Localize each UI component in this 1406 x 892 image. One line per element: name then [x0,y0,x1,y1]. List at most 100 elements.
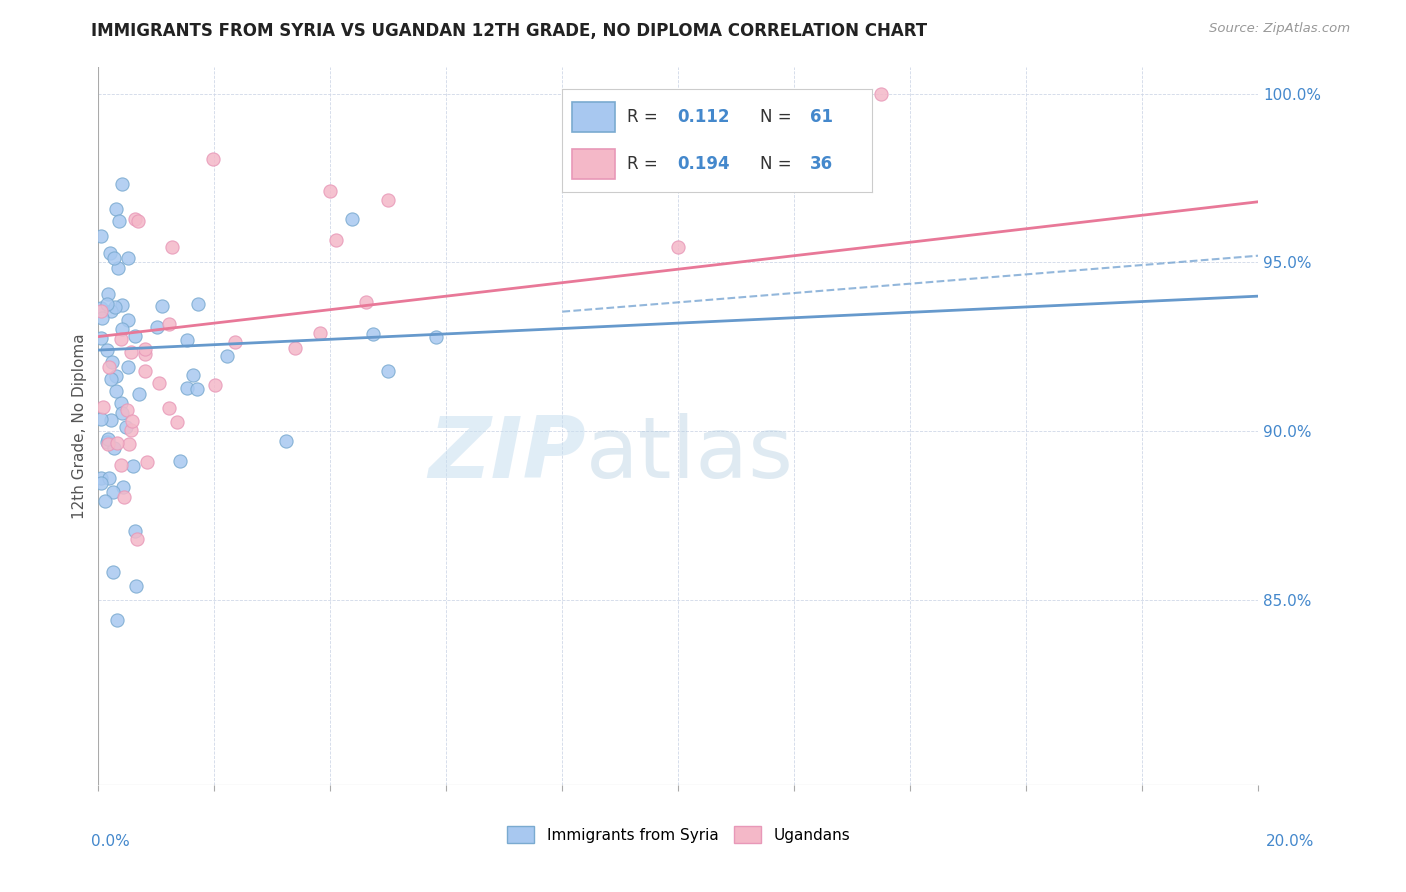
Text: ZIP: ZIP [427,413,585,496]
Point [127,214,149,228]
Point [150,299,173,313]
Point [103,252,125,266]
Point [101,566,124,580]
Point [117,359,139,374]
Point [117,313,139,327]
Point [160,240,183,254]
Text: 20.0%: 20.0% [1267,834,1315,849]
Point [128,387,150,401]
Point [90,301,112,315]
Point [112,490,135,504]
Point [134,347,156,361]
Point [100,413,122,427]
Point [121,458,143,473]
Text: IMMIGRANTS FROM SYRIA VS UGANDAN 12TH GRADE, NO DIPLOMA CORRELATION CHART: IMMIGRANTS FROM SYRIA VS UGANDAN 12TH GR… [91,22,928,40]
Point [125,533,148,547]
Point [136,455,159,469]
Point [377,364,399,378]
Point [114,419,136,434]
Point [104,384,127,398]
Point [97,432,120,446]
Point [121,414,143,428]
Point [111,322,134,336]
Point [100,372,122,386]
Point [284,341,307,355]
Legend: Immigrants from Syria, Ugandans: Immigrants from Syria, Ugandans [501,821,856,849]
Point [90,303,112,318]
Point [100,303,122,318]
Point [204,377,226,392]
Point [101,485,124,500]
Point [124,329,146,343]
Point [107,260,129,275]
Point [110,458,132,472]
Point [104,301,127,315]
Point [425,329,447,343]
Point [96,297,118,311]
Point [105,368,128,383]
Point [90,331,112,345]
Point [115,403,138,417]
Point [93,401,115,415]
Point [103,442,125,456]
Point [97,471,120,485]
Point [108,214,131,228]
Point [117,251,139,265]
Point [157,317,180,331]
Point [111,177,134,191]
Point [100,245,122,260]
Point [111,406,134,420]
Point [98,359,121,374]
Point [96,434,118,449]
Point [319,184,342,198]
Point [274,434,297,448]
Text: R =: R = [627,155,664,173]
Point [224,334,246,349]
Point [340,212,363,227]
Point [90,471,112,485]
Text: atlas: atlas [585,413,793,496]
Point [181,368,204,382]
Point [104,202,127,216]
Point [118,436,141,450]
Point [145,320,167,334]
Point [105,614,128,628]
Point [120,423,142,437]
Point [870,87,893,101]
Point [166,415,188,429]
Point [202,153,225,167]
Text: 36: 36 [810,155,832,173]
Point [111,298,134,312]
Point [90,475,112,490]
Point [186,382,208,396]
Point [97,437,120,451]
Text: R =: R = [627,108,664,126]
Point [110,395,132,409]
Text: N =: N = [761,155,797,173]
Point [125,579,148,593]
Text: 0.0%: 0.0% [91,834,131,849]
Point [325,233,347,247]
Point [638,142,661,156]
FancyBboxPatch shape [572,149,614,179]
Point [90,228,112,243]
Point [90,310,112,325]
Point [105,436,128,450]
FancyBboxPatch shape [572,102,614,132]
Point [176,334,198,348]
Text: 0.112: 0.112 [676,108,730,126]
Point [215,349,238,363]
Point [148,376,170,390]
Point [90,412,112,426]
Point [101,355,124,369]
Point [120,344,142,359]
Point [134,364,156,378]
Point [110,332,132,346]
Point [124,524,146,538]
Point [157,401,180,415]
Point [354,294,377,309]
Text: 61: 61 [810,108,832,126]
Point [187,297,209,311]
Point [94,494,117,508]
Text: N =: N = [761,108,797,126]
